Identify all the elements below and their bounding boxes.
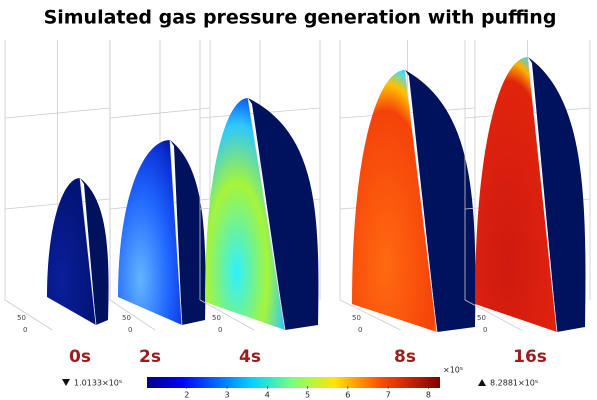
front-face	[118, 140, 182, 325]
panel: 50 0 16s	[465, 40, 590, 367]
axis-tick-label: 50	[477, 314, 486, 322]
colorbar-min: 1.0133×10⁵	[74, 379, 122, 388]
axis-tick-label: 0	[358, 326, 362, 334]
colorbar-exponent: ×10⁵	[443, 366, 463, 375]
axis-tick-label: 0	[483, 326, 487, 334]
figure: Simulated gas pressure generation with p…	[0, 0, 597, 400]
panel: 50 0 8s	[340, 40, 475, 367]
max-marker	[478, 379, 486, 386]
panel: 50 0 2s	[110, 40, 210, 367]
colorbar-tick-label: 8	[426, 391, 431, 400]
panels: 50 0 0s 50 0 2s 50 0 4s 50 0 8s 50 0 16s	[5, 40, 590, 367]
colorbar	[147, 377, 440, 388]
title: Simulated gas pressure generation with p…	[44, 7, 557, 29]
axis-tick-label: 50	[17, 314, 26, 322]
panel: 50 0 4s	[200, 40, 320, 367]
colorbar-tick-label: 6	[345, 391, 350, 400]
axis-tick-label: 0	[23, 326, 27, 334]
axis-tick-label: 0	[218, 326, 222, 334]
axis-tick-label: 0	[128, 326, 132, 334]
panel-label: 8s	[394, 347, 416, 367]
grid-line	[5, 300, 52, 330]
panel: 50 0 0s	[5, 40, 110, 367]
panel-label: 2s	[139, 347, 161, 367]
axis-tick-label: 50	[352, 314, 361, 322]
min-marker	[62, 379, 70, 386]
colorbar-tick-label: 7	[386, 391, 391, 400]
colorbar-max: 8.2881×10⁵	[490, 379, 538, 388]
colorbar-tick-label: 5	[305, 391, 310, 400]
panel-label: 0s	[69, 347, 91, 367]
colorbar-tick-label: 3	[224, 391, 229, 400]
axis-tick-label: 50	[122, 314, 131, 322]
axis-tick-label: 50	[212, 314, 221, 322]
panel-label: 4s	[239, 347, 261, 367]
colorbar-tick-label: 4	[265, 391, 270, 400]
panel-label: 16s	[513, 347, 547, 367]
colorbar-tick-label: 2	[184, 391, 189, 400]
